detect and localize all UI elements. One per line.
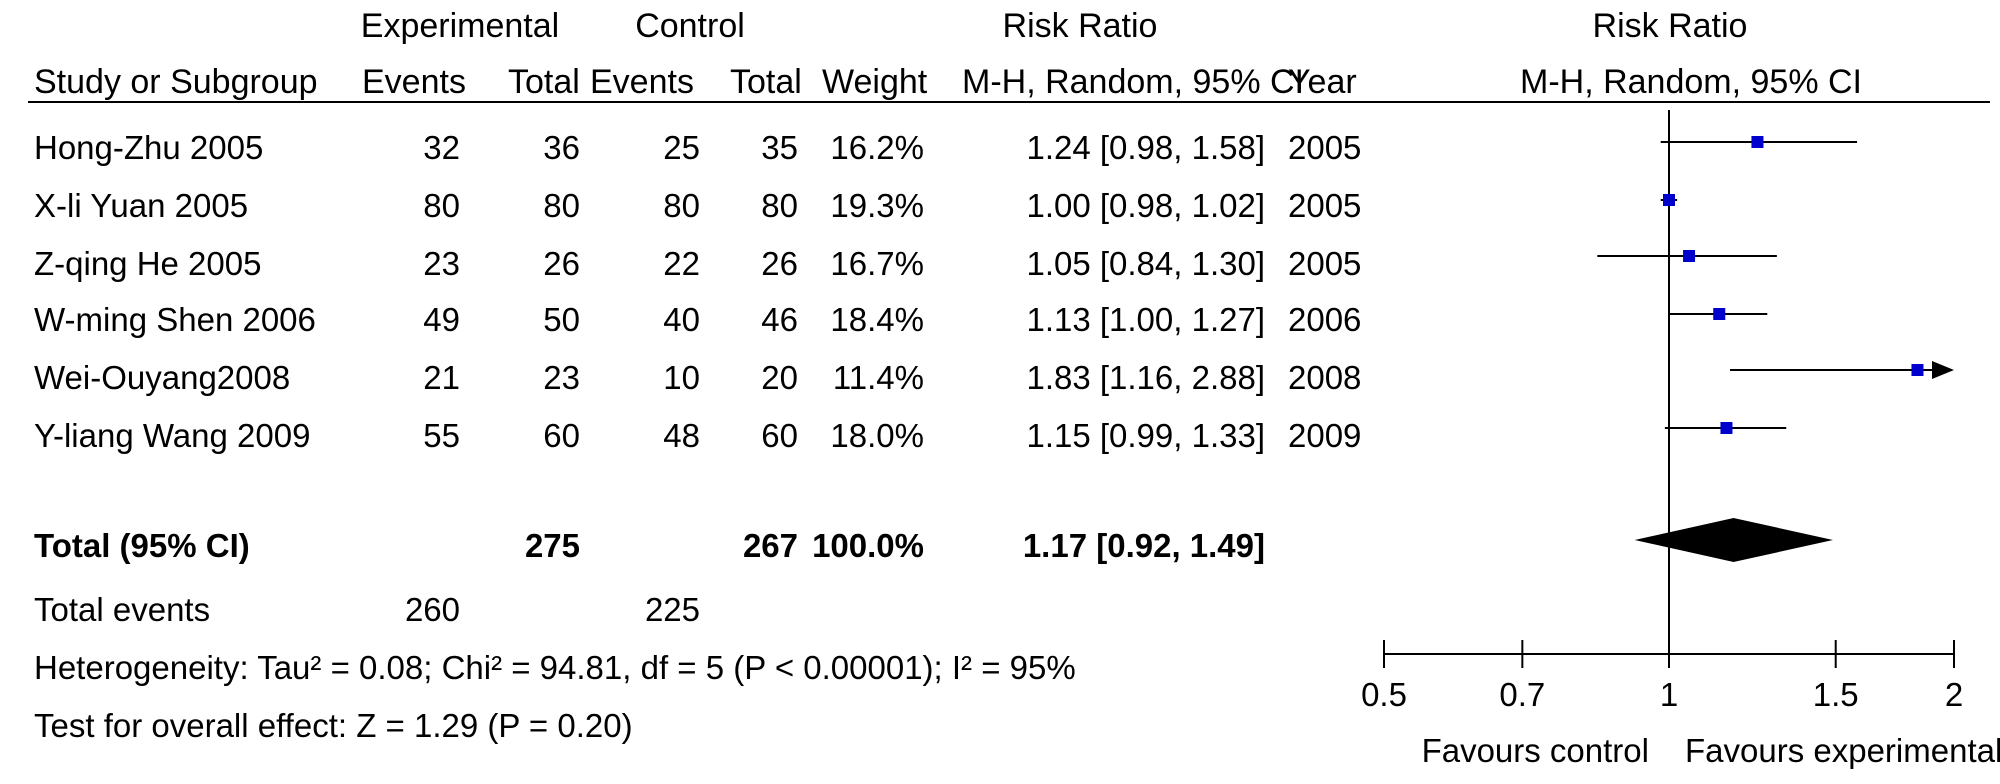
point-estimate-marker <box>1683 250 1696 262</box>
total-ctl-total: 267 <box>742 527 798 564</box>
column-header-method: M-H, Random, 95% CI <box>962 63 1304 101</box>
risk-ratio-plot-header: Risk Ratio <box>1592 7 1748 45</box>
ctl-events: 10 <box>663 359 700 396</box>
ctl-events: 80 <box>663 187 700 224</box>
column-header-weight: Weight <box>822 63 928 101</box>
ci-text: 1.05 [0.84, 1.30] <box>1026 245 1265 282</box>
favours-experimental-label: Favours experimental <box>1685 732 2000 769</box>
ctl-total: 26 <box>761 245 798 282</box>
column-header-exp-total: Total <box>508 63 580 101</box>
study-year: 2005 <box>1288 129 1362 166</box>
risk-ratio-header: Risk Ratio <box>1002 7 1158 45</box>
study-year: 2005 <box>1288 245 1362 282</box>
total-ci-text: 1.17 [0.92, 1.49] <box>1022 527 1265 564</box>
point-estimate-marker <box>1713 308 1726 320</box>
column-header-year: Year <box>1288 63 1357 101</box>
exp-events: 21 <box>423 359 460 396</box>
weight: 16.7% <box>830 245 924 282</box>
study-year: 2005 <box>1288 187 1362 224</box>
ctl-events: 22 <box>663 245 700 282</box>
total-events-label: Total events <box>34 591 211 628</box>
ctl-total: 60 <box>761 417 798 454</box>
ctl-events: 48 <box>663 417 700 454</box>
exp-events: 23 <box>423 245 460 282</box>
ctl-total: 80 <box>761 187 798 224</box>
exp-events: 49 <box>423 301 460 338</box>
ci-text: 1.00 [0.98, 1.02] <box>1026 187 1265 224</box>
total-exp-total: 275 <box>524 527 580 564</box>
exp-events: 55 <box>423 417 460 454</box>
point-estimate-marker <box>1663 194 1675 206</box>
exp-total: 23 <box>543 359 580 396</box>
x-tick-label: 0.7 <box>1499 676 1545 713</box>
study-year: 2006 <box>1288 301 1362 338</box>
exp-total: 26 <box>543 245 580 282</box>
point-estimate-marker <box>1751 136 1764 148</box>
plot-header-method: M-H, Random, 95% CI <box>1520 63 1862 101</box>
header-divider <box>28 101 1990 103</box>
point-estimate-marker <box>1720 422 1733 434</box>
ci-text: 1.83 [1.16, 2.88] <box>1026 359 1265 396</box>
ctl-total: 46 <box>761 301 798 338</box>
study-name: Wei-Ouyang2008 <box>34 359 291 396</box>
exp-total: 60 <box>543 417 580 454</box>
control-group-header: Control <box>635 7 745 45</box>
total-weight: 100.0% <box>812 527 924 564</box>
ci-text: 1.15 [0.99, 1.33] <box>1026 417 1265 454</box>
x-tick-label: 1.5 <box>1813 676 1859 713</box>
ctl-events: 25 <box>663 129 700 166</box>
exp-total: 36 <box>543 129 580 166</box>
experimental-group-header: Experimental <box>360 7 560 45</box>
ctl-total: 20 <box>761 359 798 396</box>
exp-events: 32 <box>423 129 460 166</box>
column-header-study: Study or Subgroup <box>34 63 318 101</box>
study-name: Hong-Zhu 2005 <box>34 129 264 166</box>
x-tick-label: 2 <box>1945 676 1963 713</box>
study-name: X-li Yuan 2005 <box>34 187 249 224</box>
exp-total: 50 <box>543 301 580 338</box>
ci-text: 1.24 [0.98, 1.58] <box>1026 129 1265 166</box>
point-estimate-marker <box>1911 364 1924 376</box>
x-tick-label: 0.5 <box>1361 676 1407 713</box>
weight: 11.4% <box>832 359 924 396</box>
overall-effect-text: Test for overall effect: Z = 1.29 (P = 0… <box>34 707 633 744</box>
heterogeneity-text: Heterogeneity: Tau² = 0.08; Chi² = 94.81… <box>34 649 1076 686</box>
column-header-ctl-events: Events <box>590 63 694 101</box>
exp-events: 80 <box>423 187 460 224</box>
x-tick-label: 1 <box>1660 676 1678 713</box>
weight: 18.4% <box>830 301 924 338</box>
weight: 19.3% <box>830 187 924 224</box>
ci-text: 1.13 [1.00, 1.27] <box>1026 301 1265 338</box>
total-events-ctl: 225 <box>644 591 700 628</box>
weight: 16.2% <box>830 129 924 166</box>
ctl-events: 40 <box>663 301 700 338</box>
study-name: Y-liang Wang 2009 <box>34 417 311 454</box>
total-label: Total (95% CI) <box>34 527 250 564</box>
total-events-exp: 260 <box>404 591 460 628</box>
column-header-exp-events: Events <box>362 63 466 101</box>
favours-control-label: Favours control <box>1422 732 1649 769</box>
study-name: W-ming Shen 2006 <box>34 301 316 338</box>
column-header-ctl-total: Total <box>730 63 802 101</box>
pooled-estimate-diamond <box>1634 518 1833 562</box>
study-name: Z-qing He 2005 <box>34 245 262 282</box>
ctl-total: 35 <box>761 129 798 166</box>
study-year: 2009 <box>1288 417 1362 454</box>
weight: 18.0% <box>830 417 924 454</box>
ci-overflow-arrow <box>1932 361 1954 379</box>
exp-total: 80 <box>543 187 580 224</box>
study-year: 2008 <box>1288 359 1362 396</box>
